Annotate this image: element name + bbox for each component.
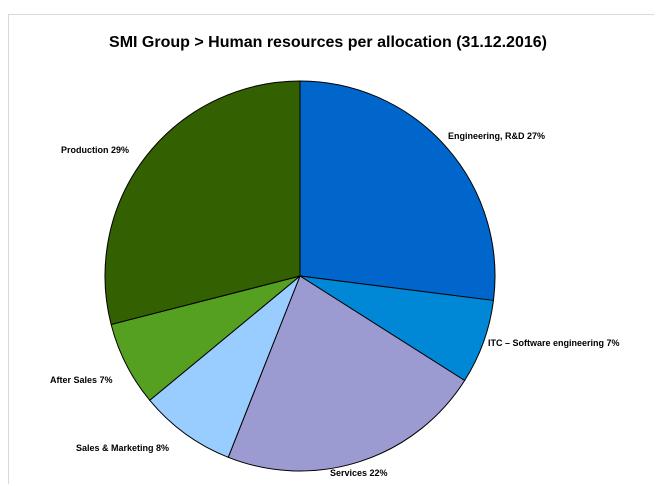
slice-label-sales-marketing: Sales & Marketing 8% <box>76 443 169 453</box>
slice-label-engineering-r-d: Engineering, R&D 27% <box>448 131 545 141</box>
slice-label-production: Production 29% <box>61 145 129 155</box>
pie-labels: Engineering, R&D 27% ITC – Software engin… <box>50 131 620 478</box>
chart-title: SMI Group > Human resources per allocati… <box>109 34 547 51</box>
chart-frame <box>8 14 654 484</box>
pie-slice-services <box>227 275 466 472</box>
pie-slice-sales-marketing <box>149 275 301 458</box>
pie-slice-production <box>104 80 301 325</box>
slice-label-after-sales: After Sales 7% <box>50 375 113 385</box>
slice-label-services: Services 22% <box>330 468 388 478</box>
pie-slices <box>104 80 496 472</box>
pie-slice-engineering-r-d <box>299 80 496 301</box>
slice-label-itc-software-engineering: ITC – Software engineering 7% <box>488 338 620 348</box>
